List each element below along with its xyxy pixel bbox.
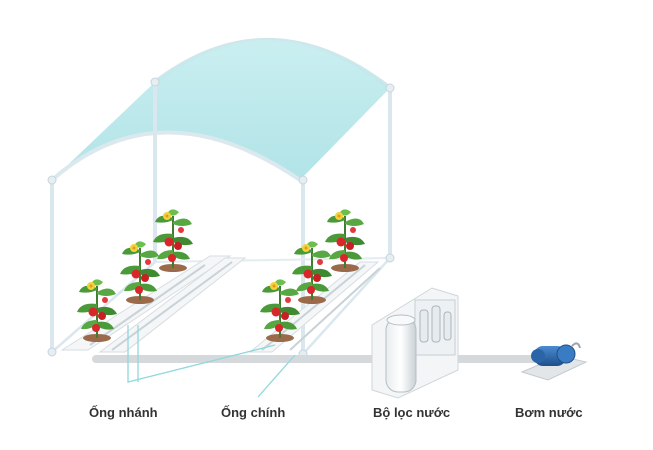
greenhouse-icon	[47, 37, 395, 359]
water-pump-label: Bơm nước	[515, 405, 583, 420]
water-pump-icon	[520, 342, 588, 381]
water-filter-icon	[371, 287, 459, 399]
leader-lines	[127, 325, 296, 398]
water-filter-label: Bộ lọc nước	[373, 405, 451, 420]
main-pipe	[92, 355, 552, 363]
main-pipe-label: Ống chính	[221, 405, 286, 420]
branch-pipe-label: Ống nhánh	[89, 405, 158, 420]
